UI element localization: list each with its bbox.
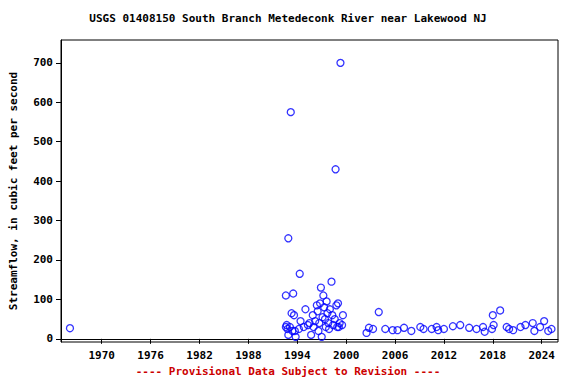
svg-text:2006: 2006 [382,349,409,362]
svg-text:2000: 2000 [333,349,360,362]
svg-text:2018: 2018 [480,349,507,362]
svg-text:USGS 01408150 South Branch Met: USGS 01408150 South Branch Metedeconk Ri… [89,12,486,25]
svg-text:2012: 2012 [431,349,458,362]
svg-text:200: 200 [33,253,53,266]
svg-text:1970: 1970 [88,349,115,362]
svg-text:Streamflow, in cubic feet per: Streamflow, in cubic feet per second [7,72,20,310]
svg-text:300: 300 [33,214,53,227]
svg-text:1988: 1988 [235,349,262,362]
svg-text:600: 600 [33,96,53,109]
svg-text:500: 500 [33,135,53,148]
svg-text:2024: 2024 [528,349,555,362]
svg-text:700: 700 [33,56,53,69]
svg-text:400: 400 [33,175,53,188]
svg-text:---- Provisional Data Subject: ---- Provisional Data Subject to Revisio… [136,365,441,378]
svg-text:0: 0 [46,332,53,345]
svg-text:1976: 1976 [137,349,164,362]
svg-text:1982: 1982 [186,349,213,362]
svg-text:1994: 1994 [284,349,311,362]
svg-text:100: 100 [33,293,53,306]
